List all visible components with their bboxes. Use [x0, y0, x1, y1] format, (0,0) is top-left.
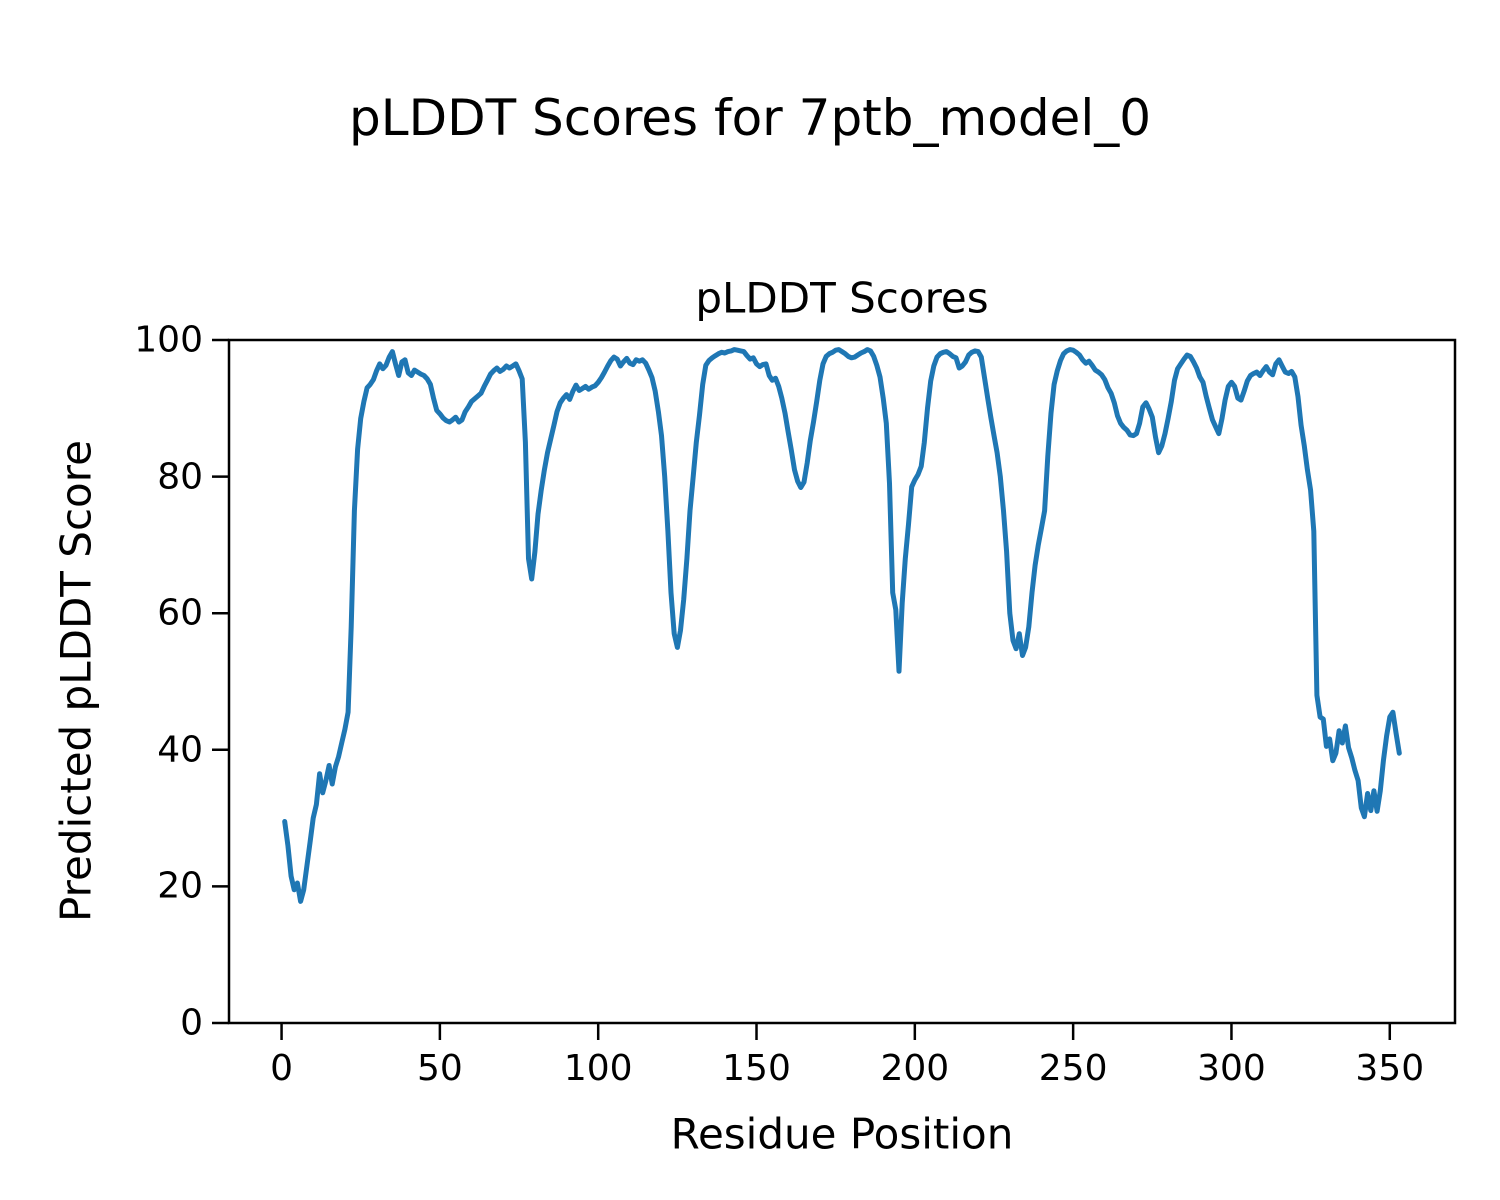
- axes-spines: [227, 338, 1457, 1025]
- x-tick-label: 50: [416, 1048, 463, 1089]
- x-tick-label: 150: [722, 1048, 791, 1089]
- y-tick-label: 60: [157, 592, 203, 634]
- y-tick-label: 100: [134, 319, 203, 361]
- x-tick-label: 350: [1355, 1048, 1425, 1089]
- y-tick-label: 80: [157, 456, 203, 498]
- axes-title: pLDDT Scores: [695, 273, 989, 323]
- y-tick-label: 40: [157, 729, 203, 771]
- x-tick-label: 0: [270, 1048, 293, 1089]
- plddt-line: [282, 347, 1402, 904]
- x-tick-label: 200: [880, 1048, 950, 1089]
- x-tick-label: 300: [1197, 1048, 1266, 1089]
- y-tick-label: 20: [157, 865, 203, 907]
- figure-suptitle: pLDDT Scores for 7ptb_model_0: [348, 89, 1152, 147]
- y-tick-label: 0: [180, 1002, 203, 1044]
- x-axis-label: Residue Position: [670, 1109, 1014, 1159]
- x-tick-label: 250: [1038, 1048, 1108, 1089]
- x-tick-label: 100: [563, 1048, 633, 1089]
